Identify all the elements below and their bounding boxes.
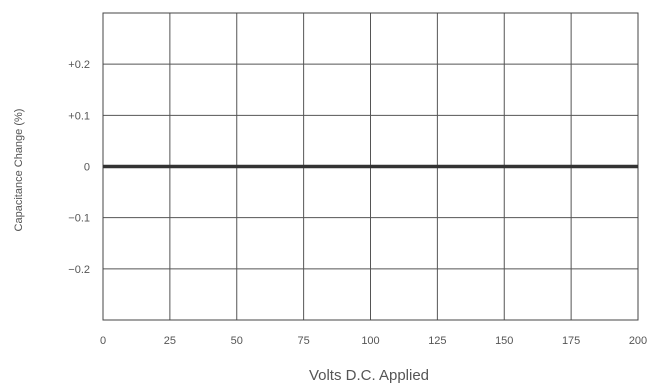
y-tick-label: +0.2 [68,59,90,71]
y-tick-label: 0 [84,162,90,174]
x-tick-label: 100 [361,335,379,347]
x-tick-label: 200 [629,335,647,347]
y-tick-labels: +0.2 +0.1 0 −0.1 −0.2 [68,59,90,276]
y-tick-label: +0.1 [68,110,90,122]
x-tick-label: 75 [298,335,310,347]
x-tick-labels: 0 25 50 75 100 125 150 175 200 [100,335,647,347]
y-tick-label: −0.2 [68,264,90,276]
x-tick-label: 50 [231,335,243,347]
x-axis-title: Volts D.C. Applied [309,367,429,384]
y-axis-title: Capacitance Change (%) [13,109,25,232]
x-tick-label: 25 [164,335,176,347]
x-tick-label: 150 [495,335,513,347]
y-tick-label: −0.1 [68,213,90,225]
x-tick-label: 125 [428,335,446,347]
x-tick-label: 175 [562,335,580,347]
x-tick-label: 0 [100,335,106,347]
